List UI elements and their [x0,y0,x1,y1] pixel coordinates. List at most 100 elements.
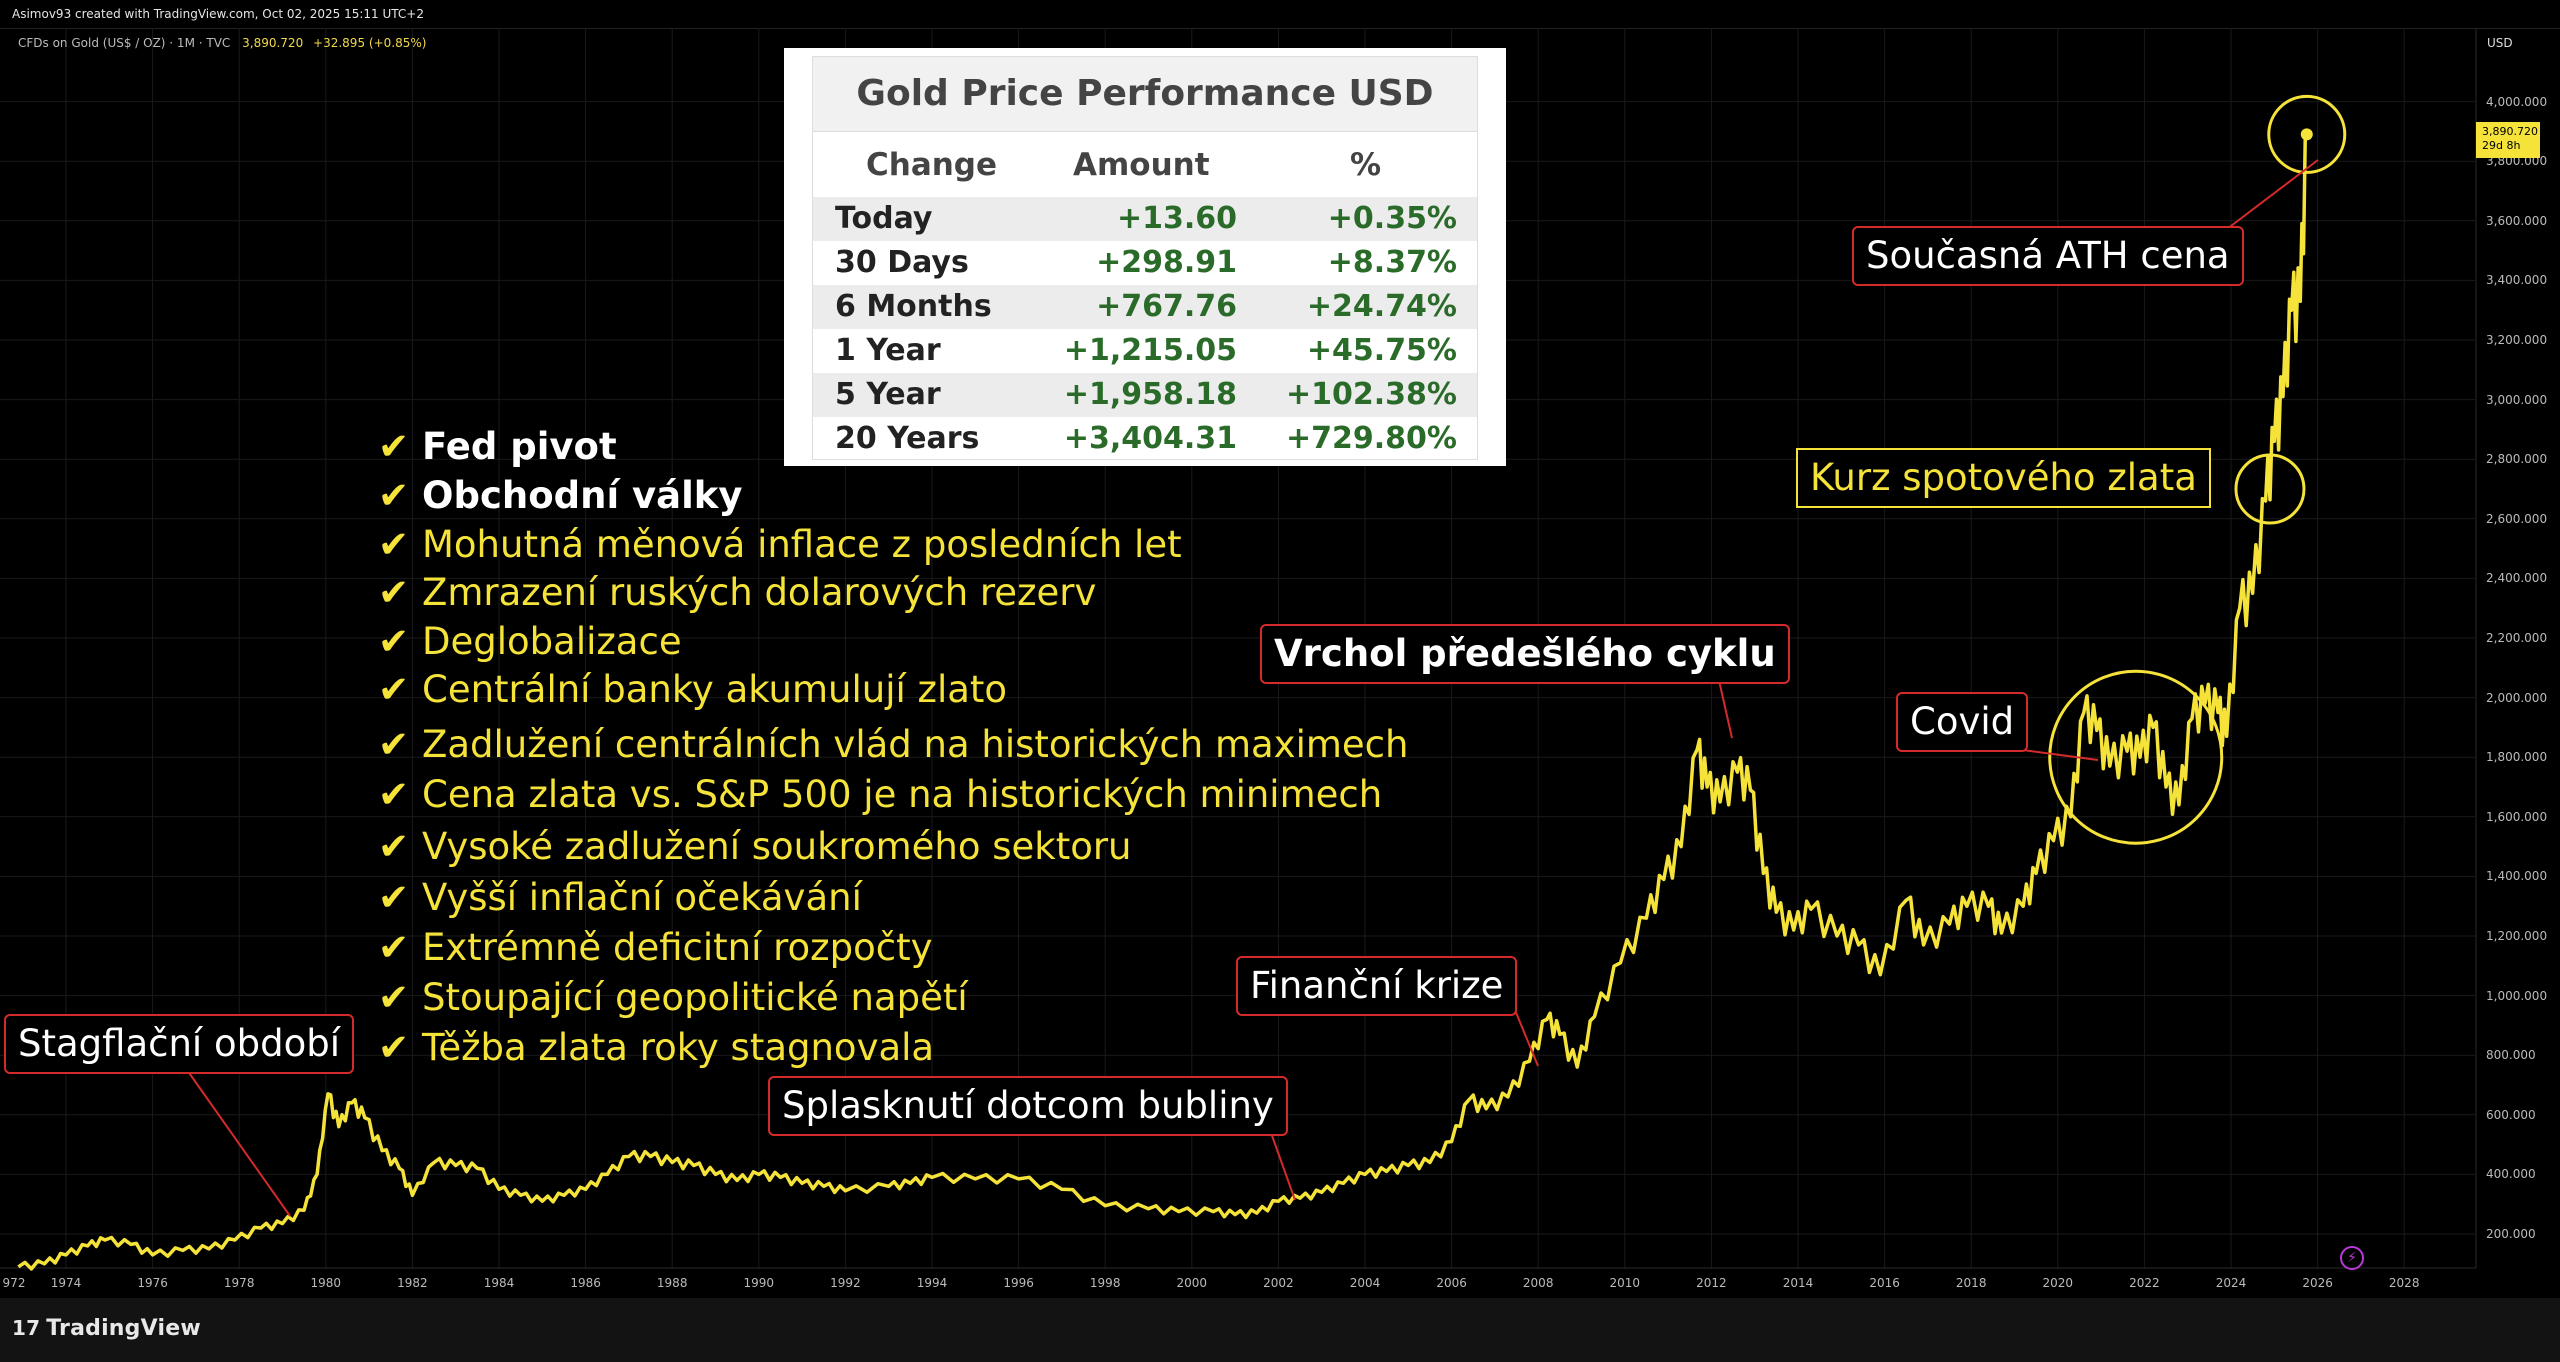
y-tick-label: 2,600.000 [2486,511,2548,526]
amount-cell: +298.91 [1096,245,1237,280]
x-tick-label: 1992 [830,1276,861,1290]
checkmark-icon: ✔ [378,1026,410,1069]
callout-dotcom: Splasknutí dotcom bubliny [768,1076,1288,1136]
checkmark-icon: ✔ [378,425,410,468]
callout-stagflation: Stagflační období [4,1014,354,1074]
x-tick-label: 2000 [1176,1276,1208,1290]
period-cell: 30 Days [835,245,969,280]
period-cell: 20 Years [835,421,980,456]
callout-covid: Covid [1896,692,2029,752]
y-tick-label: 1,200.000 [2486,929,2548,943]
price-badge-countdown: 29d 8h [2482,139,2521,152]
callout-pointers [179,159,2319,1217]
column-header-percent: % [1350,147,1382,183]
x-tick-label: 2002 [1263,1276,1294,1290]
percent-cell: +24.74% [1306,289,1457,324]
period-cell: 1 Year [835,333,941,368]
x-tick-label: 2012 [1696,1276,1727,1290]
y-tick-label: 2,800.000 [2486,452,2548,467]
x-tick-label: 1998 [1089,1276,1121,1290]
checklist-text: Mohutná měnová inflace z posledních let [422,523,1182,566]
amount-cell: +1,215.05 [1063,333,1237,368]
checkmark-icon: ✔ [378,976,410,1019]
x-tick-label: 1994 [916,1276,948,1290]
checkmark-icon: ✔ [378,876,410,919]
checklist-text: Zadlužení centrálních vlád na historický… [422,723,1409,766]
checklist-item: ✔ Stoupající geopolitické napětí [378,976,968,1020]
y-tick-label: 1,800.000 [2486,750,2548,765]
checklist-item: ✔ Vysoké zadlužení soukromého sektoru [378,825,1132,869]
checklist-item: ✔ Cena zlata vs. S&P 500 je na historický… [378,773,1382,817]
y-tick-label: 1,000.000 [2486,988,2548,1003]
checklist-text: Centrální banky akumulují zlato [422,668,1008,711]
checklist-text: Zmrazení ruských dolarových rezerv [422,571,1097,614]
performance-table-frame: Gold Price Performance USD Change Amount… [812,56,1478,460]
checklist-text: Vysoké zadlužení soukromého sektoru [422,825,1132,868]
symbol-name: CFDs on Gold (US$ / OZ) · 1M · TVC [18,36,231,50]
percent-cell: +102.38% [1286,377,1457,412]
checklist-text: Stoupající geopolitické napětí [422,976,968,1019]
x-tick-label: 1988 [656,1276,688,1290]
checkmark-icon: ✔ [378,926,410,969]
currency-label[interactable]: USD [2487,36,2513,50]
pointer-stagflation [179,1059,291,1217]
highlight-circle-current-ath [2267,94,2347,174]
pointer-previous-peak [1717,675,1733,739]
x-tick-label: 1976 [137,1276,168,1290]
y-tick-label: 200.000 [2486,1227,2536,1241]
y-tick-label: 2,200.000 [2486,631,2548,645]
lightning-icon[interactable]: ⚡ [2340,1246,2364,1270]
tradingview-logo-icon: 𝟭𝟳 [12,1316,41,1340]
checklist-item: ✔ Centrální banky akumulují zlato [378,668,1007,712]
checklist-item: ✔ Extrémně deficitní rozpočty [378,926,932,970]
checklist-text: Cena zlata vs. S&P 500 je na historickýc… [422,773,1383,816]
checklist-item: ✔ Zmrazení ruských dolarových rezerv [378,571,1096,615]
checkmark-icon: ✔ [378,825,410,868]
x-tick-label: 1986 [570,1276,601,1290]
checklist-item: ✔ Těžba zlata roky stagnovala [378,1026,934,1070]
x-tick-label: 1984 [483,1276,515,1290]
last-price: 3,890.720 [242,36,304,50]
symbol-legend: CFDs on Gold (US$ / OZ) · 1M · TVC 3,890… [18,36,426,50]
y-tick-label: 3,000.000 [2486,392,2548,407]
x-tick-label: 2028 [2388,1276,2420,1290]
x-tick-label: 972 [2,1276,26,1290]
amount-cell: +767.76 [1096,289,1237,324]
tradingview-logo[interactable]: 𝟭𝟳 TradingView [12,1316,201,1341]
y-tick-label: 3,600.000 [2486,213,2548,228]
y-tick-label: 3,200.000 [2486,333,2548,347]
x-tick-label: 1996 [1003,1276,1034,1290]
checklist-text: Obchodní války [422,474,743,517]
checkmark-icon: ✔ [378,668,410,711]
checklist-item: ✔ Deglobalizace [378,620,682,664]
column-header-amount: Amount [1073,147,1210,183]
current-price-badge: 3,890.720 29d 8h [2476,122,2540,158]
checklist-text: Extrémně deficitní rozpočty [422,926,933,969]
x-tick-label: 2006 [1436,1276,1467,1290]
brand-name: TradingView [46,1316,201,1341]
percent-cell: +8.37% [1327,245,1457,280]
performance-row: Today +13.60 +0.35% [813,197,1477,241]
performance-row: 20 Years +3,404.31 +729.80% [813,417,1477,461]
performance-table-title: Gold Price Performance USD [813,57,1477,132]
column-header-change: Change [866,147,998,183]
price-series-line [17,133,2309,1271]
y-tick-label: 1,400.000 [2486,869,2548,884]
period-cell: Today [835,201,933,236]
percent-cell: +45.75% [1306,333,1457,368]
performance-row: 30 Days +298.91 +8.37% [813,241,1477,285]
x-tick-label: 2022 [2129,1276,2160,1290]
callout-current-ath: Současná ATH cena [1852,226,2244,286]
checklist-item: ✔ Zadlužení centrálních vlád na historick… [378,723,1408,767]
y-tick-label: 4,000.000 [2486,94,2548,109]
checklist-item: ✔ Mohutná měnová inflace z posledních let [378,523,1182,567]
amount-cell: +13.60 [1116,201,1237,236]
checklist-text: Fed pivot [422,425,617,468]
y-tick-label: 3,400.000 [2486,273,2548,288]
y-tick-label: 400.000 [2486,1167,2536,1182]
checklist-item: ✔ Fed pivot [378,425,617,469]
checklist-item: ✔ Vyšší inflační očekávání [378,876,862,920]
attribution-text: Asimov93 created with TradingView.com, O… [12,7,424,21]
x-tick-label: 1982 [397,1276,428,1290]
period-cell: 6 Months [835,289,992,324]
